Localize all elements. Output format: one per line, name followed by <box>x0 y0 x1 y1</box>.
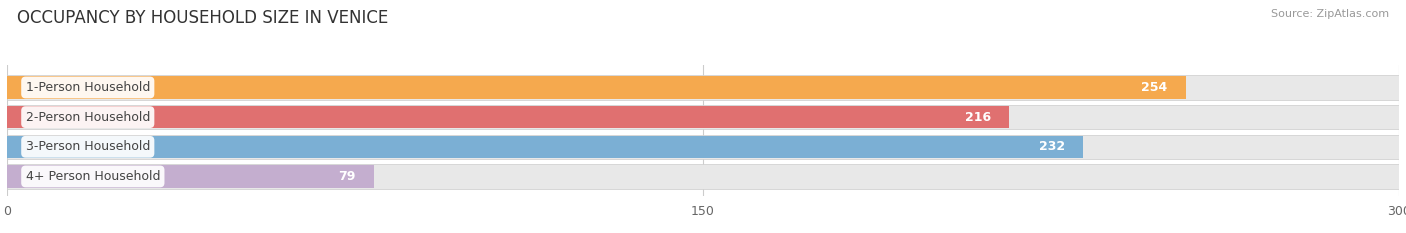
Text: Source: ZipAtlas.com: Source: ZipAtlas.com <box>1271 9 1389 19</box>
Bar <box>7 76 1185 99</box>
Bar <box>7 164 1399 188</box>
Text: 2-Person Household: 2-Person Household <box>25 111 150 124</box>
Text: 4+ Person Household: 4+ Person Household <box>25 170 160 183</box>
Text: 232: 232 <box>1039 140 1064 153</box>
Bar <box>7 136 1084 158</box>
Text: 79: 79 <box>337 170 354 183</box>
Text: 3-Person Household: 3-Person Household <box>25 140 150 153</box>
Bar <box>7 75 1399 100</box>
Text: OCCUPANCY BY HOUSEHOLD SIZE IN VENICE: OCCUPANCY BY HOUSEHOLD SIZE IN VENICE <box>17 9 388 27</box>
Bar <box>7 105 1399 129</box>
Bar <box>7 165 374 188</box>
Bar <box>7 135 1399 159</box>
Text: 1-Person Household: 1-Person Household <box>25 81 150 94</box>
Bar <box>7 106 1010 128</box>
Text: 254: 254 <box>1140 81 1167 94</box>
Text: 216: 216 <box>965 111 991 124</box>
